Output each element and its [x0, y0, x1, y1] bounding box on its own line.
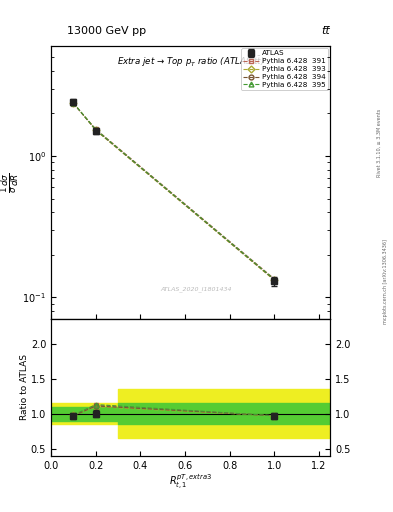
Pythia 6.428  391: [94, 126, 98, 132]
Y-axis label: Ratio to ATLAS: Ratio to ATLAS: [20, 354, 29, 420]
Pythia 6.428  395: [71, 100, 76, 106]
Pythia 6.428  393: [94, 127, 98, 134]
Text: tt̅: tt̅: [321, 26, 330, 36]
Text: ATLAS_2020_I1801434: ATLAS_2020_I1801434: [160, 286, 232, 292]
Pythia 6.428  394: [272, 276, 277, 283]
Line: Pythia 6.428  391: Pythia 6.428 391: [71, 101, 277, 281]
Line: Pythia 6.428  395: Pythia 6.428 395: [71, 101, 277, 282]
Pythia 6.428  393: [71, 100, 76, 106]
Pythia 6.428  393: [272, 277, 277, 283]
Line: Pythia 6.428  394: Pythia 6.428 394: [71, 101, 277, 282]
Pythia 6.428  394: [94, 127, 98, 133]
Text: mcplots.cern.ch [arXiv:1306.3436]: mcplots.cern.ch [arXiv:1306.3436]: [383, 239, 387, 324]
Text: Extra jet → Top $p_T$ ratio (ATLAS t$\bar{t}$): Extra jet → Top $p_T$ ratio (ATLAS t$\ba…: [117, 54, 264, 69]
Line: Pythia 6.428  393: Pythia 6.428 393: [71, 100, 277, 283]
Pythia 6.428  394: [71, 100, 76, 106]
Pythia 6.428  391: [272, 276, 277, 282]
X-axis label: $R_{t,1}^{pT,extra3}$: $R_{t,1}^{pT,extra3}$: [169, 473, 212, 493]
Pythia 6.428  395: [272, 276, 277, 283]
Pythia 6.428  391: [71, 100, 76, 106]
Text: 13000 GeV pp: 13000 GeV pp: [66, 26, 146, 36]
Legend: ATLAS, Pythia 6.428  391, Pythia 6.428  393, Pythia 6.428  394, Pythia 6.428  39: ATLAS, Pythia 6.428 391, Pythia 6.428 39…: [241, 48, 328, 90]
Y-axis label: $\frac{1}{\sigma}\frac{d\sigma}{dR}$: $\frac{1}{\sigma}\frac{d\sigma}{dR}$: [0, 172, 21, 193]
Pythia 6.428  395: [94, 126, 98, 133]
Text: Rivet 3.1.10, ≥ 3.3M events: Rivet 3.1.10, ≥ 3.3M events: [377, 109, 382, 178]
